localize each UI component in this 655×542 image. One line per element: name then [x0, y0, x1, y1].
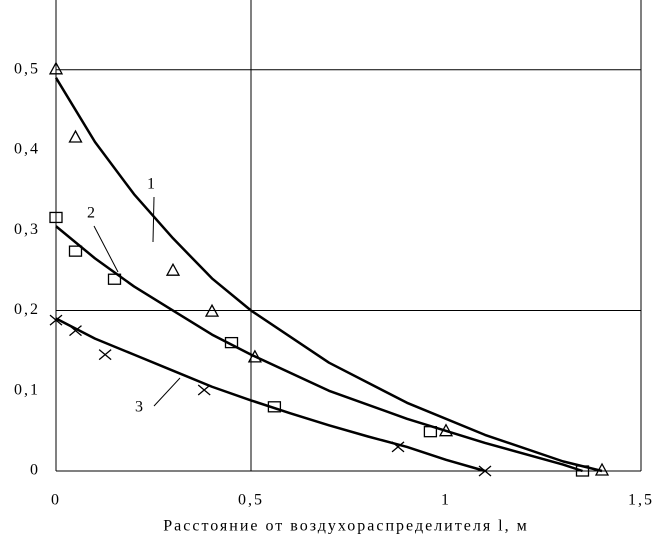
square-marker: [49, 211, 63, 224]
y-tick-label: 0,5: [14, 60, 40, 77]
square-marker: [107, 273, 122, 285]
cross-marker: [197, 384, 211, 396]
cross-marker: [98, 349, 112, 361]
x-axis-label: Расстояние от воздухораспределителя l, м: [163, 518, 529, 535]
square-marker: [423, 426, 438, 438]
y-tick-label: 0,2: [14, 301, 40, 318]
leader-line: [93, 225, 119, 273]
curve-label: 2: [87, 205, 97, 222]
fit-curve: [55, 317, 486, 473]
leader-line: [153, 377, 181, 407]
triangle-marker: [68, 129, 83, 143]
y-tick-label: 0,3: [14, 221, 40, 238]
leader-line: [152, 196, 155, 243]
cross-marker: [478, 465, 492, 477]
cross-marker: [391, 441, 405, 453]
triangle-marker: [165, 262, 181, 276]
fit-curve: [54, 77, 603, 473]
cross-marker: [49, 314, 63, 326]
x-tick-label: 1: [441, 492, 451, 509]
fit-curve: [55, 225, 583, 473]
square-marker: [575, 465, 590, 477]
y-tick-label: 0,4: [14, 141, 40, 158]
x-tick-label: 0,5: [238, 492, 264, 509]
x-tick-label: 1,5: [628, 492, 654, 509]
curve-label: 1: [147, 176, 157, 193]
triangle-marker: [48, 61, 64, 75]
y-tick-label: 0,1: [14, 381, 40, 398]
x-tick-label: 0: [51, 492, 61, 509]
square-marker: [68, 245, 83, 257]
triangle-marker: [594, 462, 610, 476]
square-marker: [224, 336, 239, 349]
y-tick-label: 0: [30, 462, 40, 479]
cross-marker: [69, 325, 82, 337]
curve-label: 3: [135, 399, 145, 416]
triangle-marker: [204, 303, 220, 317]
